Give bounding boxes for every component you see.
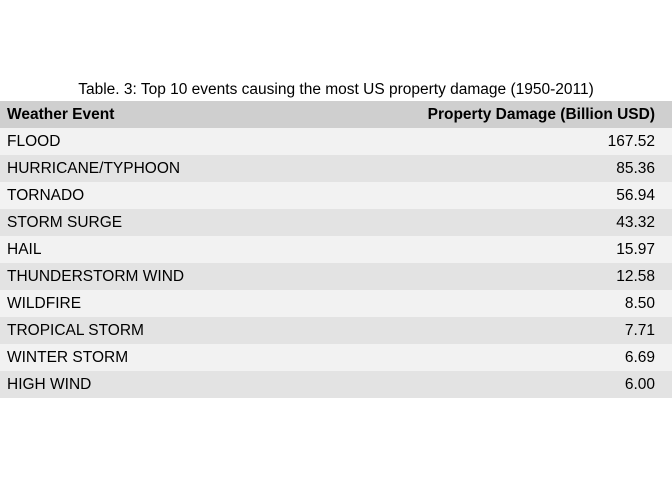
table-header-row: Weather Event Property Damage (Billion U…	[0, 101, 672, 128]
damage-value-cell: 167.52	[298, 128, 672, 155]
damage-value-cell: 7.71	[298, 317, 672, 344]
event-name-cell: TORNADO	[0, 182, 299, 209]
damage-value-cell: 85.36	[298, 155, 672, 182]
table-row: HAIL 15.97	[0, 236, 672, 263]
table-row: WILDFIRE 8.50	[0, 290, 672, 317]
damage-value-cell: 6.69	[298, 344, 672, 371]
damage-value-cell: 56.94	[298, 182, 672, 209]
damage-value-cell: 12.58	[298, 263, 672, 290]
table-row: HIGH WIND 6.00	[0, 371, 672, 398]
table-row: WINTER STORM 6.69	[0, 344, 672, 371]
table-row: FLOOD 167.52	[0, 128, 672, 155]
table-row: THUNDERSTORM WIND 12.58	[0, 263, 672, 290]
column-header-property-damage: Property Damage (Billion USD)	[298, 101, 672, 128]
damage-value-cell: 43.32	[298, 209, 672, 236]
event-name-cell: FLOOD	[0, 128, 299, 155]
event-name-cell: STORM SURGE	[0, 209, 299, 236]
event-name-cell: HIGH WIND	[0, 371, 299, 398]
damage-value-cell: 8.50	[298, 290, 672, 317]
damage-value-cell: 15.97	[298, 236, 672, 263]
table-row: TROPICAL STORM 7.71	[0, 317, 672, 344]
table-row: STORM SURGE 43.32	[0, 209, 672, 236]
table-caption: Table. 3: Top 10 events causing the most…	[78, 81, 594, 98]
event-name-cell: HAIL	[0, 236, 299, 263]
table-row: HURRICANE/TYPHOON 85.36	[0, 155, 672, 182]
column-header-weather-event: Weather Event	[0, 101, 299, 128]
damage-value-cell: 6.00	[298, 371, 672, 398]
event-name-cell: WINTER STORM	[0, 344, 299, 371]
event-name-cell: THUNDERSTORM WIND	[0, 263, 299, 290]
event-name-cell: TROPICAL STORM	[0, 317, 299, 344]
table-row: TORNADO 56.94	[0, 182, 672, 209]
event-name-cell: WILDFIRE	[0, 290, 299, 317]
event-name-cell: HURRICANE/TYPHOON	[0, 155, 299, 182]
property-damage-table: Weather Event Property Damage (Billion U…	[0, 101, 672, 398]
